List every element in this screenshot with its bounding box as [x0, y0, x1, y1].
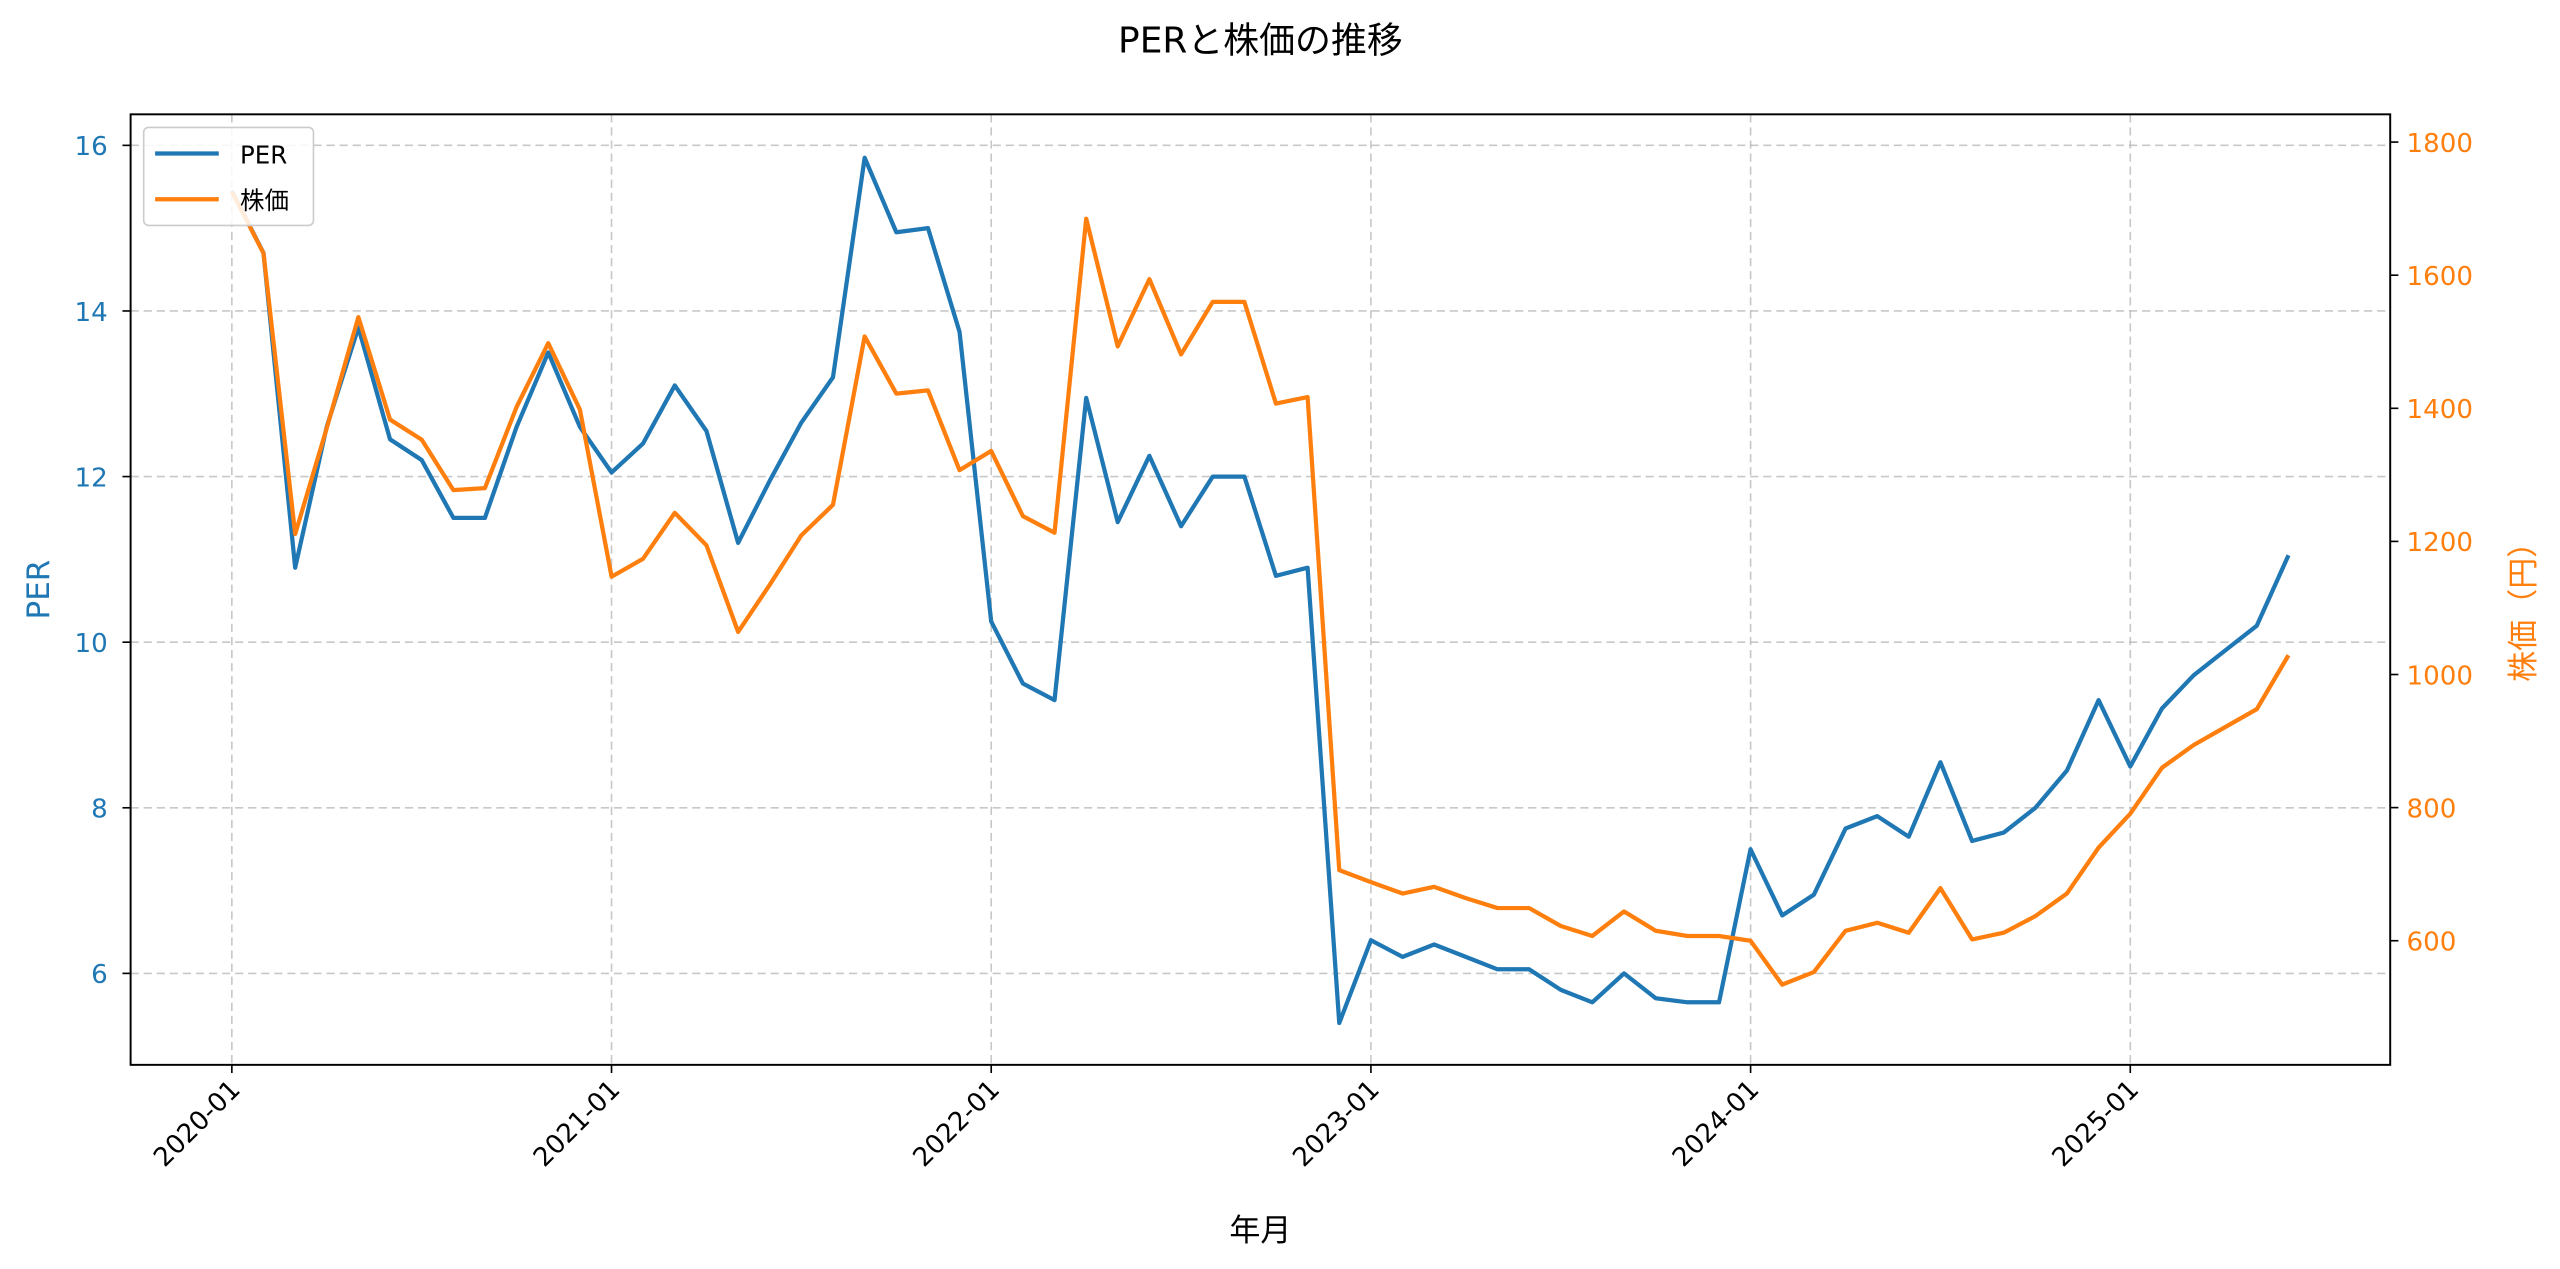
- left-tick-label: 8: [91, 795, 108, 825]
- right-tick-label: 600: [2407, 928, 2457, 958]
- right-axis-label: 株価（円）: [2506, 527, 2542, 682]
- left-axis-label: PER: [21, 560, 57, 620]
- left-axis-ticks: 6 8 10 12 14 16: [75, 132, 131, 990]
- left-tick-label: 6: [91, 960, 108, 990]
- left-tick-label: 16: [75, 132, 108, 162]
- left-tick-label: 10: [75, 629, 108, 659]
- price-line: [229, 190, 2291, 987]
- right-axis-ticks: 600 800 1000 1200 1400 1600 1800: [2390, 129, 2473, 958]
- right-tick-label: 1800: [2407, 129, 2473, 159]
- right-tick-label: 1400: [2407, 395, 2473, 425]
- legend: PER 株価: [142, 126, 315, 227]
- right-tick-label: 1000: [2407, 661, 2473, 691]
- grid-lines: [130, 114, 2391, 1065]
- plot-frame: [129, 113, 2392, 1066]
- left-tick-label: 14: [75, 298, 108, 328]
- chart-title: PERと株価の推移: [1118, 20, 1403, 61]
- right-tick-label: 1600: [2407, 262, 2473, 292]
- legend-per-label: PER: [240, 140, 287, 169]
- per-line: [229, 155, 2291, 1026]
- x-axis-label: 年月: [1229, 1213, 1291, 1249]
- legend-price-label: 株価: [240, 186, 289, 215]
- right-tick-label: 1200: [2407, 528, 2473, 558]
- right-tick-label: 800: [2407, 794, 2457, 824]
- left-tick-label: 12: [75, 463, 108, 493]
